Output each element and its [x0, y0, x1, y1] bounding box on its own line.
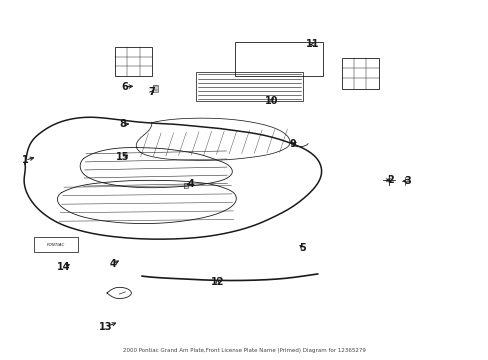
Text: 2: 2	[386, 175, 393, 185]
Text: 1: 1	[21, 155, 28, 165]
Text: 12: 12	[210, 277, 224, 287]
Text: 15: 15	[116, 152, 129, 162]
Text: 11: 11	[305, 40, 319, 49]
Bar	[341, 58, 378, 89]
Text: 10: 10	[264, 96, 278, 106]
Text: 9: 9	[289, 139, 296, 149]
Text: 3: 3	[404, 176, 410, 186]
Text: 7: 7	[148, 87, 155, 97]
Bar	[234, 42, 322, 76]
Bar	[34, 237, 78, 252]
Text: 2000 Pontiac Grand Am Plate,Front License Plate Name (Primed) Diagram for 123652: 2000 Pontiac Grand Am Plate,Front Licens…	[123, 348, 365, 353]
Text: 6: 6	[122, 82, 128, 92]
Text: 13: 13	[99, 322, 112, 332]
Text: 5: 5	[299, 243, 306, 253]
Text: PONTIAC: PONTIAC	[46, 243, 65, 247]
Text: 4: 4	[187, 179, 194, 189]
Text: 8: 8	[119, 120, 126, 129]
Text: 4: 4	[109, 259, 116, 269]
Bar	[115, 47, 152, 76]
Text: 14: 14	[57, 262, 71, 272]
